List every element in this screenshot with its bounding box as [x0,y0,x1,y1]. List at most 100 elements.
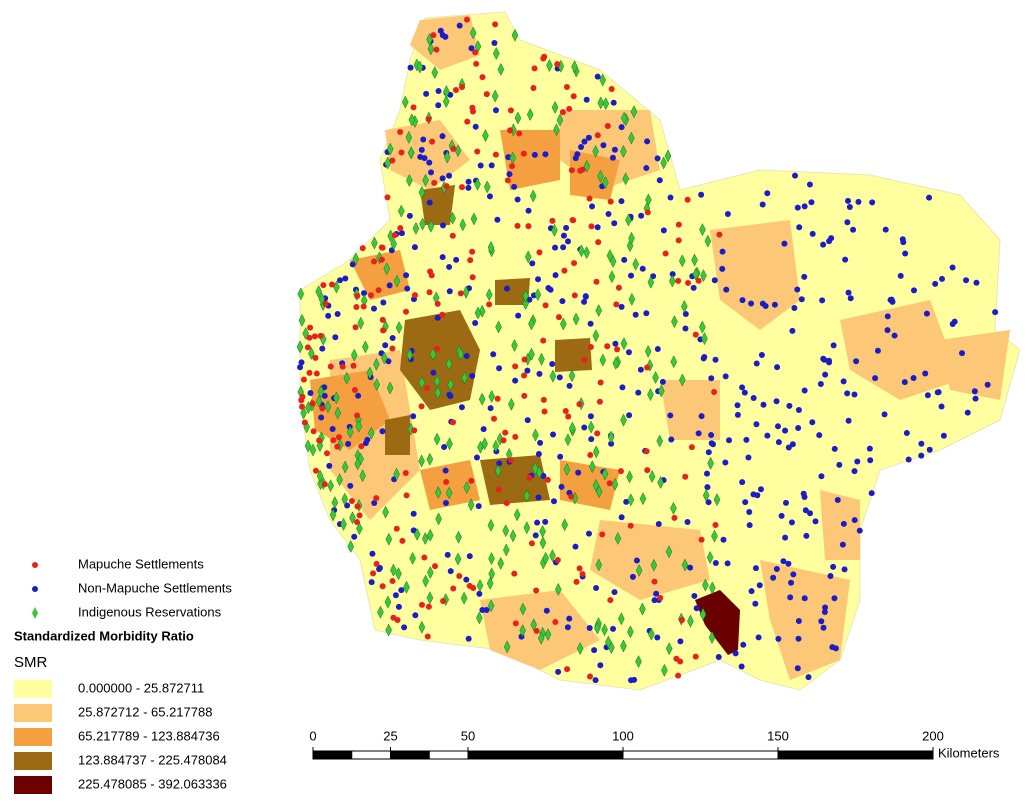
settlement-dot [759,201,766,208]
reservation-marker [592,144,599,158]
settlement-dot [750,395,757,402]
settlement-dot [512,363,519,370]
reservation-marker [336,473,343,487]
settlement-dot [504,177,511,184]
reservation-marker [691,253,698,267]
settlement-dot [638,212,645,219]
reservation-marker [658,384,665,398]
reservation-marker [702,488,710,502]
reservation-marker [660,156,667,170]
reservation-marker [474,306,482,320]
settlement-dot [822,604,829,611]
reservation-marker [561,518,568,532]
settlement-dot [348,497,355,504]
settlement-dot [453,256,460,263]
reservation-marker [368,426,375,440]
settlement-dot [581,298,588,305]
settlement-dot [788,579,795,586]
settlement-dot [611,146,618,153]
reservation-marker [309,443,317,457]
reservation-marker [592,445,600,459]
reservation-marker [526,107,534,122]
settlement-dot [378,256,385,263]
reservation-marker [597,169,604,183]
settlement-dot [468,477,475,484]
reservation-marker [539,524,546,538]
settlement-dot [397,129,404,136]
settlement-dot [719,248,726,255]
settlement-dot [742,499,749,506]
settlement-dot [306,369,313,376]
reservation-marker [486,288,493,302]
settlement-dot [403,308,410,315]
reservation-marker [434,386,442,400]
reservation-marker [304,439,312,453]
settlement-dot [359,245,366,252]
settlement-dot [587,413,594,420]
settlement-dot [850,226,857,233]
settlement-dot [367,292,374,299]
settlement-dot [540,55,547,62]
settlement-dot [581,356,588,363]
settlement-dot [792,172,799,179]
settlement-dot [398,587,405,594]
settlement-dot [442,33,449,40]
reservation-marker [681,558,689,572]
reservation-marker [408,113,416,127]
settlement-dot [782,427,789,434]
settlement-dot [368,579,375,586]
settlement-dot [586,625,593,632]
settlement-dot [923,310,930,317]
settlement-dot [643,165,650,172]
reservation-marker [433,432,441,446]
reservation-marker [620,337,628,351]
reservation-marker [406,348,414,362]
reservation-marker [494,464,502,478]
settlement-dot [614,346,621,353]
settlement-dot [711,388,718,395]
reservation-marker [421,531,429,546]
settlement-dot [803,532,810,539]
reservation-marker [305,401,312,415]
settlement-dot [526,296,533,303]
settlement-dot [741,389,748,396]
settlement-dot [651,578,658,585]
reservation-marker [409,551,416,565]
scale-segment [777,750,934,760]
settlement-dot [787,594,794,601]
settlement-dot [748,588,755,595]
settlement-dot [743,436,750,443]
legend-symbol [32,562,38,568]
settlement-dot [325,312,332,319]
reservation-marker [327,479,334,493]
reservation-marker [403,580,410,594]
reservation-marker [514,111,522,125]
settlement-dot [492,107,499,114]
settlement-dot [608,440,615,447]
reservation-marker [522,296,529,311]
settlement-dot [570,93,577,100]
settlement-dot [424,633,431,640]
reservation-marker [601,467,609,481]
reservation-marker [620,111,628,125]
settlement-dot [867,457,874,464]
settlement-dot [525,207,532,214]
settlement-dot [535,276,542,283]
settlement-dot [469,274,476,281]
settlement-dot [326,462,333,469]
settlement-dot [369,550,376,557]
settlement-dot [657,594,664,601]
settlement-dot [458,184,465,191]
settlement-dot [851,468,858,475]
settlement-dot [464,118,471,125]
settlement-dot [758,351,765,358]
reservation-marker [551,223,558,237]
settlement-dot [555,668,562,675]
legend-label: 0.000000 - 25.872711 [78,680,204,695]
settlement-dot [910,374,917,381]
settlement-dot [668,436,675,443]
settlement-dot [456,22,463,29]
settlement-dot [605,211,612,218]
settlement-dot [306,334,313,341]
settlement-dot [334,310,341,317]
